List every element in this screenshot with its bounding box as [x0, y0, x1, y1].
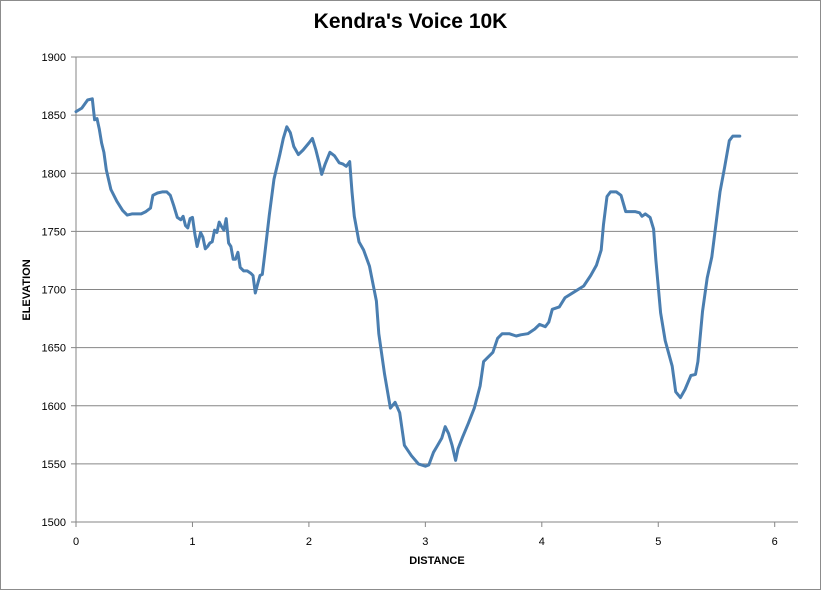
- x-tick-label: 1: [189, 536, 195, 548]
- y-tick-label: 1800: [42, 168, 66, 180]
- chart-title: Kendra's Voice 10K: [313, 10, 508, 33]
- x-tick-label: 0: [73, 536, 79, 548]
- axes: [71, 56, 798, 527]
- gridlines: [76, 56, 798, 465]
- x-tick-label: 3: [422, 536, 428, 548]
- chart-area: [0, 0, 821, 590]
- y-tick-label: 1900: [42, 52, 66, 64]
- x-axis-title: DISTANCE: [409, 555, 464, 567]
- y-tick-label: 1750: [42, 226, 66, 238]
- x-tick-label: 4: [539, 536, 545, 548]
- elevation-series-line: [74, 97, 742, 468]
- x-tick-label: 5: [655, 536, 661, 548]
- y-tick-labels: 1500 1550 1600 1650 1700 1750 1800 1850 1900: [42, 52, 66, 529]
- y-axis-title: ELEVATION: [21, 259, 33, 320]
- y-tick-label: 1550: [42, 459, 66, 471]
- x-tick-label: 2: [306, 536, 312, 548]
- y-tick-label: 1500: [42, 517, 66, 529]
- y-tick-label: 1600: [42, 401, 66, 413]
- x-tick-labels: 0 1 2 3 4 5 6: [73, 536, 778, 548]
- y-tick-label: 1850: [42, 110, 66, 122]
- x-tick-label: 6: [772, 536, 778, 548]
- y-tick-label: 1650: [42, 343, 66, 355]
- y-tick-label: 1700: [42, 285, 66, 297]
- series-layer: [74, 97, 742, 468]
